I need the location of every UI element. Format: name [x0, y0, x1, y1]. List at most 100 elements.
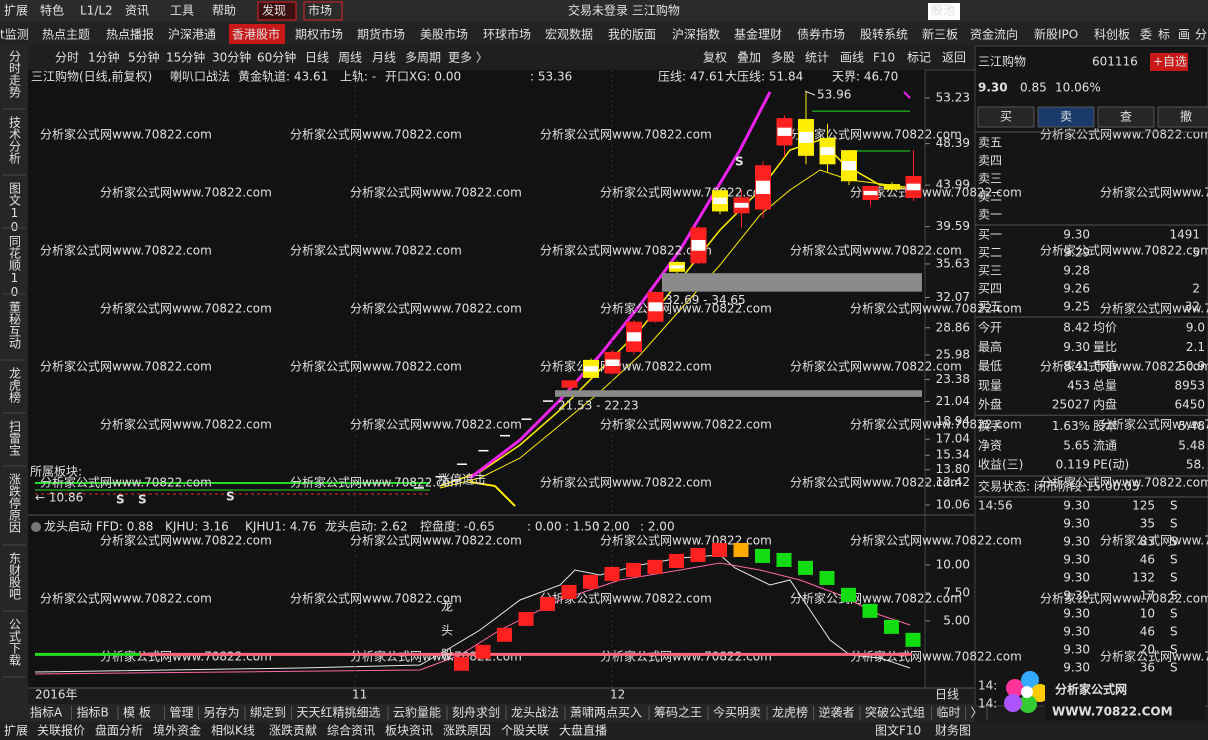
candle-inner — [691, 239, 706, 251]
logo-flower — [1004, 671, 1049, 713]
bottom-tab[interactable]: 另存为 — [204, 706, 240, 720]
add-watch[interactable]: +自选 — [1153, 55, 1187, 69]
bottom-tab[interactable]: 刻舟求剑 — [452, 705, 500, 720]
tab: 期权市场 — [295, 27, 343, 42]
legend: : 0.00 — [527, 520, 562, 534]
candle-body — [478, 449, 489, 452]
watermark: 分析家公式网www.70822.com — [40, 243, 212, 258]
y-tick-label: 48.39 — [936, 136, 970, 150]
period: 1分钟 — [88, 50, 120, 65]
tab: 香港股市 — [232, 27, 280, 42]
tab: 美股市场 — [420, 27, 468, 42]
y-tick-label: 32.07 — [936, 290, 970, 304]
candle-inner — [734, 202, 749, 208]
stat-value: 8953 — [1174, 378, 1205, 392]
signal: S — [226, 490, 235, 504]
watermark: 分析家公式网www.70822.com — [350, 185, 522, 200]
watermark: 分析家公式网www.70822.com — [290, 475, 462, 490]
legend: KJHU1: 4.76 — [245, 520, 316, 534]
menu-item[interactable]: 发现 — [262, 3, 286, 18]
stat-label: 净资 — [978, 438, 1002, 452]
watermark: 分析家公式网www.70822.com — [600, 649, 772, 664]
legend: 黄金轨道: 43.61 — [238, 69, 328, 84]
bottom-tab[interactable]: 临时 — [937, 706, 961, 720]
side-tab: 董秘互动 — [8, 301, 22, 349]
trade-button-label: 撤 — [1180, 109, 1192, 124]
trade-time: 14: — [978, 697, 997, 711]
trade-button[interactable] — [977, 106, 1035, 128]
bid-volume: 1491 — [1169, 228, 1200, 242]
candle-inner — [605, 359, 620, 366]
indicator-icon — [31, 522, 41, 532]
side-tab: 龙虎榜 — [8, 367, 22, 404]
stat-label: 均价 — [1093, 321, 1117, 335]
side-tab: 公式下载 — [8, 618, 22, 667]
trade-button-label: 卖 — [1060, 110, 1072, 124]
trade-button-label: 查 — [1120, 110, 1132, 124]
y-tick-label: 18.94 — [936, 414, 970, 428]
menu-item[interactable]: 市场 — [308, 3, 332, 18]
bottom-tab[interactable]: 绑定到 — [250, 705, 286, 720]
bottom-tab[interactable]: 指标B — [77, 705, 109, 720]
trade-button[interactable] — [1037, 106, 1095, 128]
bottom-tab[interactable]: 突破公式组 — [865, 705, 925, 720]
ma-line — [469, 481, 516, 507]
bottom-tab[interactable]: 管理 — [170, 705, 194, 720]
stat-label: 内盘 — [1093, 397, 1117, 412]
trade-side: S — [1170, 607, 1178, 621]
bottom-tab[interactable]: 萧啸两点买入 — [570, 706, 642, 720]
trade-volume: 36 — [1140, 661, 1155, 675]
trade-volume: 46 — [1140, 625, 1155, 639]
quote-panel — [974, 45, 1208, 707]
bar — [454, 656, 469, 671]
period-label: 日线 — [935, 688, 959, 702]
trade-side: S — [1170, 535, 1178, 549]
bottom-tab[interactable]: 今买明卖 — [713, 705, 761, 720]
bottom-tab[interactable]: 云豹量能 — [393, 705, 441, 720]
bottom-tab[interactable]: 龙头战法 — [511, 706, 559, 720]
toolbar — [28, 46, 975, 70]
trade-button[interactable] — [1157, 106, 1208, 128]
stat-value: 1.63% — [1052, 419, 1090, 433]
watermark: 分析家公式网www.70822.com — [600, 417, 772, 432]
tab: 沪深指数 — [672, 27, 720, 42]
bottom-tab[interactable]: 筹码之王 — [654, 706, 702, 720]
bottom-tab[interactable]: 龙虎榜 — [772, 705, 808, 720]
period: 更多 〉 — [448, 51, 488, 65]
watermark: 分析家公式网www.70822.com — [790, 475, 962, 490]
watermark: 分析家公式网www.70822.com — [540, 475, 712, 490]
trade-side: S — [1170, 499, 1178, 513]
watermark: 分析家公式网www.70822.com — [600, 533, 772, 548]
bid-volume: 2 — [1192, 282, 1200, 296]
bottom-link: 财务图 — [935, 723, 971, 738]
date-label: 2016年 — [35, 688, 78, 702]
ask-label: 卖二 — [978, 190, 1002, 204]
period: 月线 — [372, 51, 396, 65]
chart-title: 三江购物(日线,前复权) — [31, 69, 152, 84]
y-tick-label: 12.42 — [936, 475, 970, 489]
bottom-tab[interactable]: 天天红精挑细选 — [297, 705, 381, 720]
petal — [1004, 694, 1022, 712]
action: 标记 — [907, 51, 931, 65]
stat-value: 2.1 — [1186, 340, 1205, 354]
side-tab: 图文10 — [8, 182, 22, 234]
tab: 标 — [1158, 28, 1170, 42]
candle-body — [521, 418, 532, 420]
candle-body — [884, 184, 900, 190]
stat-value: 5.65 — [1063, 438, 1090, 452]
watermark: 分析家公式网www.70822.com — [1040, 127, 1208, 142]
stat-label: 外盘 — [978, 397, 1002, 412]
trade-button[interactable] — [1097, 106, 1155, 128]
watermark: 分析家公式网www.70822.com — [600, 301, 772, 316]
stat-label: 最高 — [978, 339, 1002, 354]
watermark: 分析家公式网www.70822.com — [1040, 475, 1208, 490]
bottom-tab[interactable]: 逆袭者 — [819, 705, 855, 720]
bottom-tab[interactable]: 模 板 — [123, 706, 151, 720]
action: 统计 — [805, 51, 829, 65]
bottom-tab[interactable]: 〉 — [971, 706, 983, 720]
action: 画线 — [840, 51, 864, 65]
bottom-tab[interactable]: 指标A — [30, 705, 63, 720]
legend: : 2.00 — [595, 520, 630, 534]
y-tick-label: 10.00 — [936, 557, 970, 571]
bottom-link: 关联报价 — [37, 723, 85, 738]
